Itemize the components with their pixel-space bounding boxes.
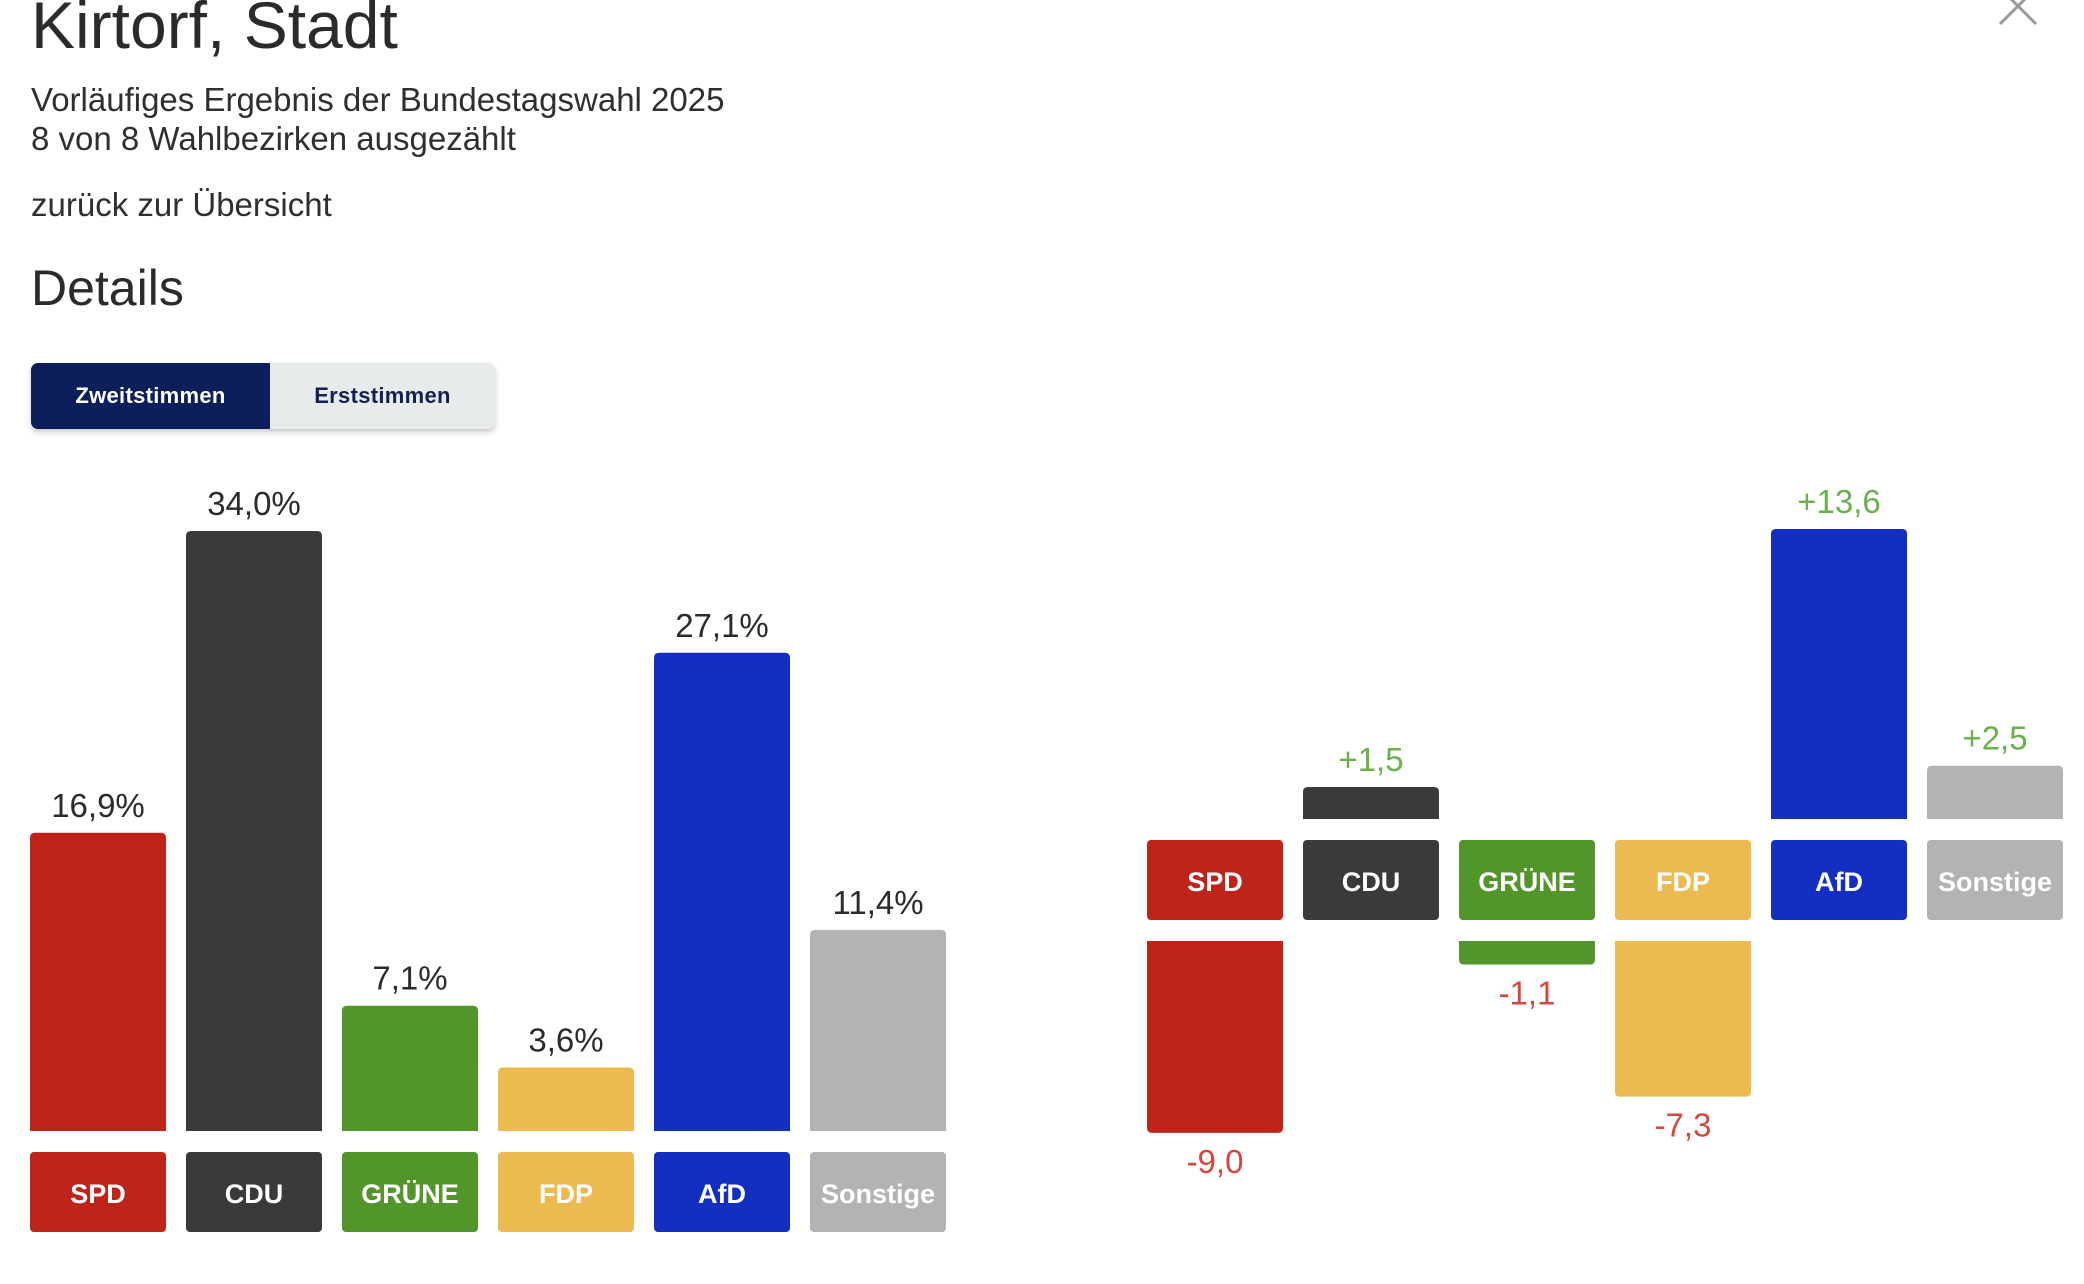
result-party-label: FDP: [539, 1179, 593, 1209]
result-value-label: 34,0%: [207, 485, 301, 522]
change-party-label: GRÜNE: [1478, 867, 1576, 897]
result-bar-gruene: [342, 1005, 478, 1131]
election-subtitle: Vorläufiges Ergebnis der Bundestagswahl …: [31, 80, 724, 158]
result-value-label: 7,1%: [372, 960, 447, 997]
change-value-label: -9,0: [1187, 1143, 1244, 1180]
result-party-tile: [342, 1152, 478, 1232]
back-to-overview-link[interactable]: zurück zur Übersicht: [31, 186, 332, 223]
result-party-tile: [30, 1152, 166, 1232]
result-value-label: 27,1%: [675, 607, 769, 644]
tab-erststimmen[interactable]: Erststimmen: [270, 363, 495, 429]
details-heading: Details: [31, 260, 184, 316]
result-party-tile: [498, 1152, 634, 1232]
change-party-tile: [1459, 840, 1595, 920]
close-icon[interactable]: [1996, 0, 2040, 28]
change-party-tile: [1303, 840, 1439, 920]
change-bar-gruene: [1459, 941, 1595, 965]
change-bar-cdu: [1303, 787, 1439, 819]
result-value-label: 3,6%: [528, 1021, 603, 1058]
change-party-tile: [1771, 840, 1907, 920]
tab-zweitstimmen[interactable]: Zweitstimmen: [31, 363, 270, 429]
change-party-label: SPD: [1187, 867, 1243, 897]
result-party-label: AfD: [698, 1179, 746, 1209]
result-party-tile: [654, 1152, 790, 1232]
change-value-label: -1,1: [1499, 974, 1556, 1011]
change-bar-afd: [1771, 529, 1907, 819]
change-party-tile: [1927, 840, 2063, 920]
change-value-label: +13,6: [1797, 483, 1881, 520]
change-party-tile: [1147, 840, 1283, 920]
change-party-label: AfD: [1815, 867, 1863, 897]
result-value-label: 11,4%: [832, 884, 923, 921]
result-bar-spd: [30, 832, 166, 1131]
change-party-label: Sonstige: [1938, 867, 2052, 897]
result-value-label: 16,9%: [51, 787, 145, 824]
result-party-tile: [810, 1152, 946, 1232]
change-bar-sonstige: [1927, 765, 2063, 819]
result-bar-sonstige: [810, 929, 946, 1131]
vote-type-tabs: Zweitstimmen Erststimmen: [31, 363, 495, 429]
result-party-tile: [186, 1152, 322, 1232]
result-bar-fdp: [498, 1067, 634, 1131]
page-title: Kirtorf, Stadt: [31, 0, 398, 62]
change-value-label: +1,5: [1338, 741, 1403, 778]
change-value-label: -7,3: [1655, 1107, 1712, 1144]
result-party-label: GRÜNE: [361, 1179, 459, 1209]
change-bar-fdp: [1615, 941, 1751, 1097]
change-party-tile: [1615, 840, 1751, 920]
change-value-label: +2,5: [1962, 720, 2027, 757]
result-party-label: SPD: [70, 1179, 126, 1209]
subtitle-election: Vorläufiges Ergebnis der Bundestagswahl …: [31, 81, 725, 118]
result-bar-afd: [654, 652, 790, 1131]
subtitle-districts-counted: 8 von 8 Wahlbezirken ausgezählt: [31, 120, 516, 157]
change-bar-spd: [1147, 941, 1283, 1133]
result-bar-cdu: [186, 531, 322, 1131]
result-party-label: Sonstige: [821, 1179, 935, 1209]
result-party-label: CDU: [225, 1179, 284, 1209]
change-party-label: FDP: [1656, 867, 1710, 897]
change-party-label: CDU: [1342, 867, 1401, 897]
results-bar-chart: 16,9% SPD 34,0% CDU 7,1% GRÜNE 3,6% FDP 27,1% AfD…: [30, 485, 946, 1232]
